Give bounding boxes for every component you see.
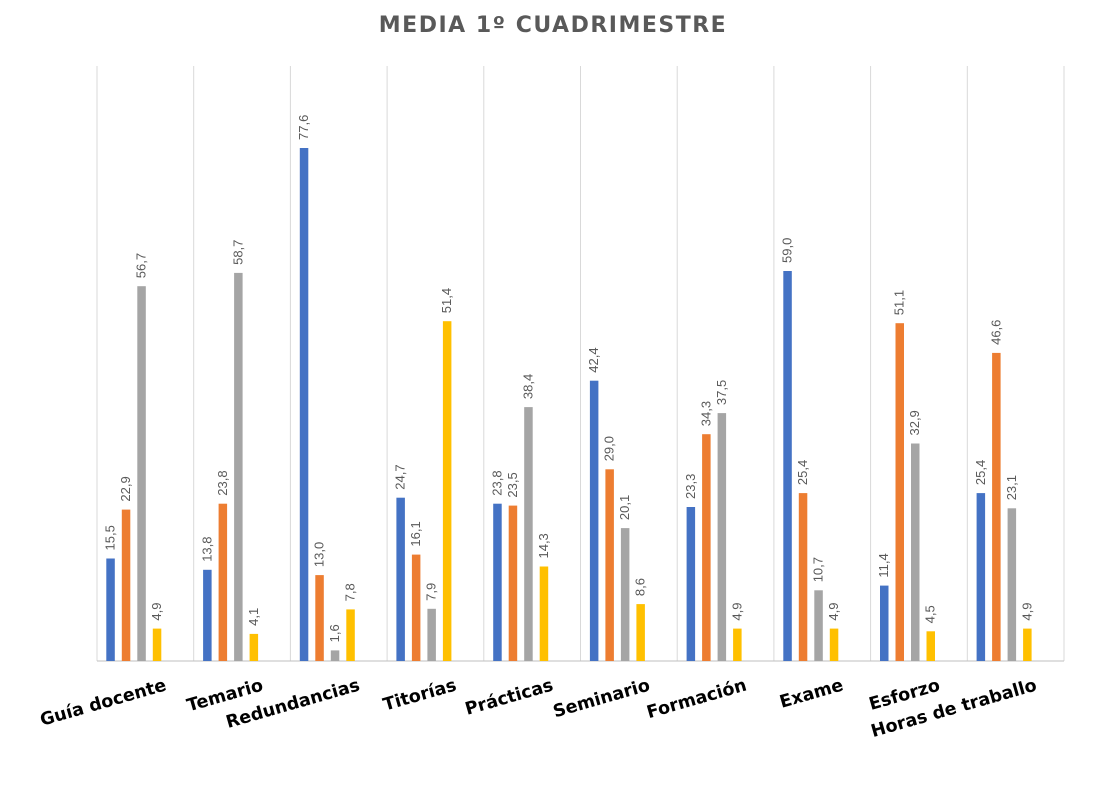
bar <box>620 528 630 661</box>
bar <box>152 628 162 661</box>
bar <box>121 509 131 661</box>
bar <box>992 352 1001 661</box>
bar <box>427 608 436 661</box>
bar <box>249 633 259 661</box>
category-label: Guía docente <box>38 676 169 731</box>
data-label: 23,8 <box>489 470 504 495</box>
category-label: Seminario <box>551 676 652 723</box>
data-label: 58,7 <box>230 240 245 265</box>
data-label: 59,0 <box>780 238 795 263</box>
data-label: 25,4 <box>973 460 988 485</box>
data-label: 4,5 <box>923 605 938 623</box>
bar <box>203 569 212 661</box>
data-label: 15,5 <box>103 525 118 550</box>
bar <box>636 604 645 661</box>
bar <box>798 493 808 661</box>
bar <box>686 507 696 661</box>
bar <box>106 558 115 661</box>
data-label: 24,7 <box>393 464 408 489</box>
data-label: 38,4 <box>520 374 535 399</box>
bar <box>234 272 243 661</box>
data-label: 10,7 <box>811 557 826 582</box>
bar <box>895 323 904 661</box>
data-label: 14,3 <box>536 533 551 558</box>
data-label: 13,8 <box>199 536 214 561</box>
data-label: 4,9 <box>729 603 744 621</box>
data-label: 77,6 <box>296 115 311 140</box>
bar <box>880 585 889 661</box>
bar <box>508 505 518 661</box>
bar <box>733 628 742 661</box>
bar <box>702 434 711 661</box>
data-label: 4,9 <box>1019 603 1034 621</box>
bar <box>299 148 309 661</box>
chart-title: MEDIA 1º CUADRIMESTRE <box>379 13 727 38</box>
bar <box>442 321 452 661</box>
data-label: 32,9 <box>907 410 922 435</box>
data-label: 13,0 <box>312 542 327 567</box>
bar <box>411 554 421 661</box>
bar <box>976 493 986 661</box>
data-label: 4,9 <box>149 603 164 621</box>
data-label: 1,6 <box>327 624 342 642</box>
category-label: Formación <box>645 676 749 724</box>
data-label: 22,9 <box>118 476 133 501</box>
data-labels: 15,5 13,8 77,6 24,7 23,8 42,4 23,3 59,0 11,4 25,4… <box>103 115 1035 643</box>
data-label: 23,8 <box>215 470 230 495</box>
category-label: Horas de traballo <box>869 676 1039 742</box>
bar <box>1007 508 1017 661</box>
data-label: 34,3 <box>698 401 713 426</box>
data-label: 51,4 <box>439 288 454 313</box>
data-label: 16,1 <box>408 521 423 546</box>
bar <box>829 628 839 661</box>
category-label: Prácticas <box>463 676 556 720</box>
bar <box>911 443 920 661</box>
data-label: 25,4 <box>795 460 810 485</box>
bar <box>717 413 727 661</box>
data-label: 4,9 <box>826 603 841 621</box>
data-label: 8,6 <box>633 578 648 596</box>
bar <box>346 609 355 661</box>
bar <box>589 380 599 661</box>
data-label: 23,5 <box>505 472 520 497</box>
data-label: 11,4 <box>876 553 891 577</box>
bar <box>1023 628 1032 661</box>
data-label: 42,4 <box>586 347 601 372</box>
bar <box>524 407 533 661</box>
data-label: 7,9 <box>424 583 439 601</box>
data-label: 46,6 <box>988 320 1003 345</box>
data-label: 4,1 <box>246 608 261 626</box>
category-label: Exame <box>778 676 846 713</box>
bar <box>493 503 502 661</box>
data-label: 56,7 <box>134 253 149 278</box>
bar <box>396 497 405 661</box>
category-label: Titorías <box>381 676 459 716</box>
bar <box>218 503 228 661</box>
data-label: 20,1 <box>617 495 632 520</box>
bar <box>137 286 146 661</box>
bar <box>926 631 935 661</box>
bar <box>814 590 823 661</box>
data-label: 23,1 <box>1004 475 1019 500</box>
data-label: 51,1 <box>892 290 907 315</box>
data-label: 37,5 <box>714 380 729 405</box>
data-label: 7,8 <box>343 583 358 601</box>
bar <box>315 575 324 661</box>
bar <box>539 566 549 661</box>
bar <box>783 271 792 661</box>
category-gridlines <box>96 66 1065 661</box>
data-label: 23,3 <box>683 474 698 499</box>
data-label: 29,0 <box>602 436 617 461</box>
bar <box>330 650 340 661</box>
bar <box>605 469 614 661</box>
bar-series <box>106 148 1032 661</box>
